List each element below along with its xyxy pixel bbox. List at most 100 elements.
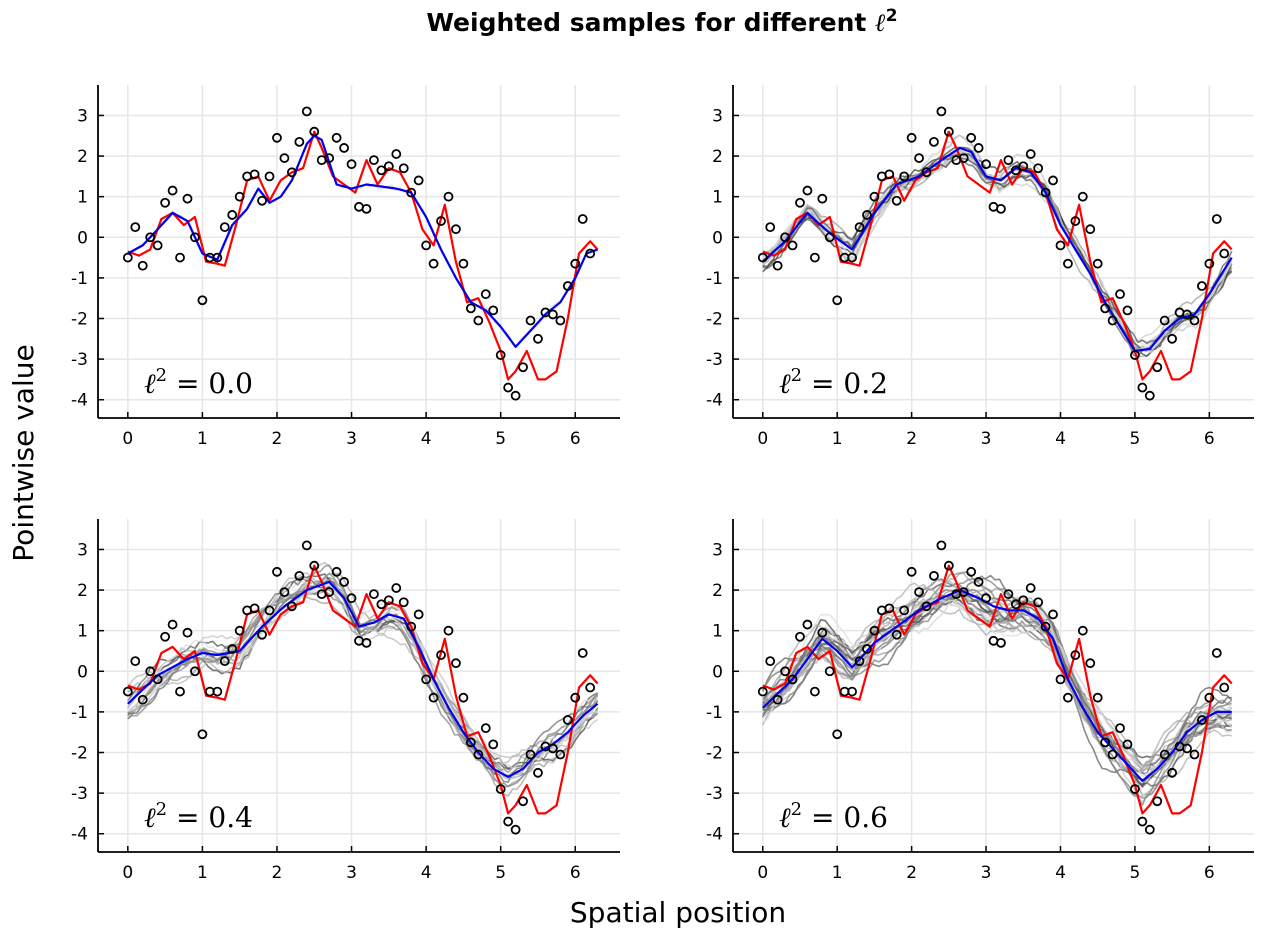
observation-marker bbox=[854, 656, 865, 667]
observation-marker bbox=[1197, 715, 1207, 725]
panel-label-symbol: ℓ bbox=[779, 367, 791, 400]
observation-marker bbox=[577, 214, 588, 224]
observation-marker bbox=[167, 185, 178, 196]
observation-marker bbox=[884, 169, 895, 180]
observation-marker bbox=[137, 260, 148, 271]
observation-marker bbox=[1115, 289, 1125, 300]
observation-marker bbox=[765, 656, 776, 667]
observation-marker bbox=[1107, 315, 1118, 326]
sample-path-line bbox=[127, 580, 598, 778]
y-tick-label: 3 bbox=[77, 106, 88, 126]
observation-marker bbox=[847, 252, 857, 263]
observation-marker bbox=[555, 315, 566, 326]
observation-marker bbox=[279, 153, 290, 163]
observation-marker bbox=[145, 232, 156, 243]
observation-marker bbox=[495, 784, 506, 794]
sample-path-line bbox=[762, 603, 1232, 768]
observation-marker bbox=[1204, 692, 1215, 703]
y-tick-label: 2 bbox=[77, 147, 88, 167]
observation-marker bbox=[1152, 362, 1163, 373]
observation-marker bbox=[301, 106, 312, 117]
observation-marker bbox=[1085, 224, 1096, 235]
panel-label-value: = 0.6 bbox=[802, 801, 888, 834]
observation-marker bbox=[510, 824, 521, 835]
observation-marker bbox=[765, 222, 776, 233]
sample-path-line bbox=[762, 579, 1232, 783]
x-tick-label: 1 bbox=[832, 429, 843, 449]
sample-path-line bbox=[762, 151, 1233, 344]
observation-marker bbox=[1189, 315, 1200, 326]
x-tick-label: 5 bbox=[495, 863, 506, 883]
observation-marker bbox=[272, 132, 282, 143]
observation-marker bbox=[1130, 350, 1140, 360]
panel-label-value: = 0.0 bbox=[167, 367, 253, 400]
observation-marker bbox=[286, 167, 297, 178]
observation-marker bbox=[443, 625, 454, 636]
sample-path-line bbox=[762, 148, 1233, 353]
observation-marker bbox=[219, 222, 230, 233]
observation-marker bbox=[1107, 749, 1118, 760]
observation-marker bbox=[152, 674, 163, 685]
observation-marker bbox=[391, 149, 402, 159]
observation-marker bbox=[1211, 648, 1222, 658]
observation-marker bbox=[862, 210, 872, 220]
x-tick-label: 1 bbox=[197, 863, 208, 883]
sample-path-line bbox=[762, 595, 1233, 778]
y-tick-label: -2 bbox=[706, 310, 723, 330]
observation-marker bbox=[1159, 315, 1170, 326]
x-tick-label: 3 bbox=[346, 429, 357, 449]
observation-marker bbox=[473, 749, 484, 760]
observation-marker bbox=[294, 570, 305, 581]
panel-label-value: = 0.4 bbox=[167, 801, 253, 834]
panel-label-exponent: 2 bbox=[156, 365, 167, 386]
x-tick-label: 1 bbox=[197, 429, 208, 449]
observation-marker bbox=[891, 195, 902, 206]
observation-marker bbox=[1211, 214, 1222, 224]
observation-marker bbox=[421, 674, 432, 685]
observation-marker bbox=[339, 577, 349, 587]
figure-title: Weighted samples for different ℓ2 bbox=[426, 6, 897, 37]
observation-marker bbox=[1063, 692, 1073, 703]
observation-marker bbox=[562, 281, 573, 291]
observation-marker bbox=[383, 595, 394, 606]
observation-marker bbox=[480, 723, 491, 734]
panel-label: ℓ2 = 0.2 bbox=[779, 365, 888, 400]
x-tick-label: 0 bbox=[757, 863, 768, 883]
observation-marker bbox=[1167, 333, 1178, 344]
observation-marker bbox=[257, 629, 267, 640]
observation-marker bbox=[757, 686, 768, 697]
observation-marker bbox=[921, 601, 932, 612]
y-tick-label: 3 bbox=[712, 106, 723, 126]
y-tick-label: 1 bbox=[77, 188, 88, 208]
observation-marker bbox=[1055, 674, 1066, 685]
observation-marker bbox=[182, 627, 193, 638]
observation-marker bbox=[533, 767, 543, 778]
observation-marker bbox=[324, 587, 335, 597]
observation-marker bbox=[943, 126, 954, 137]
observation-marker bbox=[914, 153, 924, 163]
panel-label-exponent: 2 bbox=[791, 799, 802, 820]
x-tick-label: 1 bbox=[832, 863, 843, 883]
y-tick-label: 3 bbox=[77, 540, 88, 560]
observation-marker bbox=[869, 191, 880, 202]
observation-marker bbox=[1152, 796, 1163, 807]
observation-marker bbox=[465, 737, 476, 748]
observation-marker bbox=[264, 605, 275, 616]
observation-marker bbox=[458, 692, 469, 703]
y-tick-label: -3 bbox=[71, 350, 88, 370]
y-tick-label: 1 bbox=[712, 622, 723, 642]
y-tick-label: -3 bbox=[71, 784, 88, 804]
observation-marker bbox=[1144, 390, 1155, 401]
sample-path-line bbox=[127, 564, 599, 788]
observation-marker bbox=[795, 197, 805, 208]
observation-marker bbox=[197, 729, 208, 740]
observation-marker bbox=[1003, 589, 1014, 600]
blue-mean-line bbox=[127, 134, 598, 348]
observation-marker bbox=[309, 126, 320, 137]
observation-marker bbox=[817, 627, 828, 638]
observation-marker bbox=[518, 796, 528, 807]
x-tick-label: 4 bbox=[421, 863, 432, 883]
